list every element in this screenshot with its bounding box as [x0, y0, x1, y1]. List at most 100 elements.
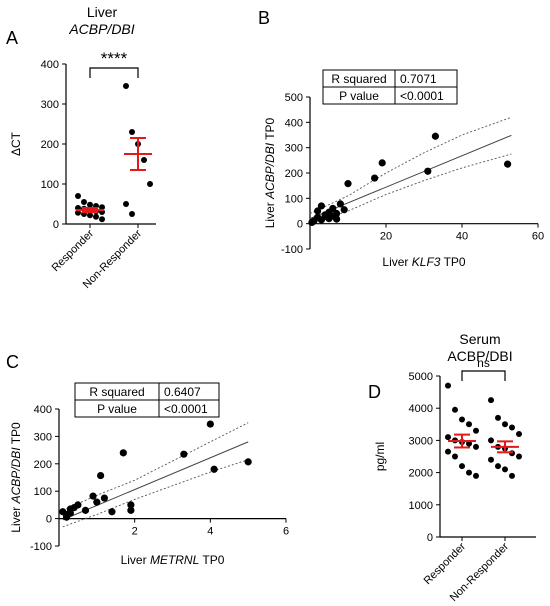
- data-point: [97, 471, 105, 480]
- y-tick-label: 5000: [409, 371, 433, 383]
- stats-value: <0.0001: [164, 402, 208, 416]
- x-tick-label: 2: [132, 526, 138, 538]
- data-point: [495, 463, 501, 470]
- y-tick-label: 4000: [409, 403, 433, 415]
- data-point: [445, 382, 451, 389]
- data-point: [371, 174, 379, 182]
- x-axis-label: Liver METRNL TP0: [121, 553, 225, 567]
- data-point: [502, 421, 508, 428]
- data-point: [93, 213, 99, 220]
- y-tick-label: 1000: [409, 500, 433, 512]
- y-tick-label: -100: [30, 541, 52, 553]
- data-point: [75, 209, 81, 216]
- panel-label-c: C: [6, 352, 19, 372]
- panel-label-a: A: [6, 28, 18, 48]
- data-point: [100, 494, 108, 502]
- data-point: [206, 420, 214, 428]
- ci-lower-line: [309, 153, 512, 225]
- data-point: [87, 201, 93, 208]
- data-point: [123, 83, 129, 89]
- data-point: [445, 434, 451, 441]
- y-tick-label: 400: [34, 404, 52, 416]
- data-point: [466, 469, 472, 476]
- panel-b: -100 0 100 200 300 400 500 20 40 60 Liver KLF3 TP0…: [263, 69, 544, 269]
- chart-title: Serum: [459, 331, 500, 347]
- y-tick-label: -100: [281, 244, 303, 256]
- data-point: [459, 463, 465, 470]
- data-point: [424, 167, 432, 175]
- y-axis-label: Liver ACBP/DBI TP0: [9, 422, 23, 533]
- data-point: [466, 421, 472, 428]
- data-point: [340, 206, 348, 214]
- data-point: [344, 180, 352, 188]
- data-point: [210, 465, 218, 473]
- y-tick-label: 200: [41, 139, 59, 151]
- data-point: [317, 202, 325, 210]
- data-point: [93, 498, 101, 506]
- data-point: [108, 508, 116, 516]
- y-tick-label: 0: [297, 219, 303, 231]
- stats-cell-value: [158, 399, 220, 418]
- data-point: [378, 159, 386, 167]
- data-point: [333, 215, 341, 223]
- data-point: [99, 216, 105, 223]
- data-point: [123, 201, 129, 207]
- data-point: [473, 427, 479, 434]
- data-point: [516, 453, 522, 460]
- data-point: [308, 218, 316, 226]
- data-point: [516, 430, 522, 437]
- data-point: [488, 397, 494, 404]
- data-point: [459, 416, 465, 423]
- stats-label: R squared: [331, 72, 386, 86]
- x-tick-label: 20: [380, 231, 392, 243]
- y-tick-label: 100: [34, 486, 52, 498]
- stats-value: 0.7071: [400, 72, 437, 86]
- y-tick-label: 2000: [409, 468, 433, 480]
- data-point: [180, 450, 188, 458]
- data-point: [509, 472, 515, 479]
- significance-label: ****: [101, 49, 128, 68]
- stats-value: <0.0001: [400, 89, 444, 103]
- data-point: [129, 211, 135, 217]
- panel-c: -100 0 100 200 300 400 2 4 6 Liver METRNL TP0 Live…: [9, 382, 289, 567]
- stats-label: P value: [97, 402, 137, 416]
- data-point: [127, 501, 135, 509]
- x-tick-label: Responder: [50, 227, 97, 274]
- y-axis-label: pg/ml: [373, 442, 387, 471]
- y-tick-label: 500: [285, 92, 303, 104]
- panel-label-d: D: [368, 382, 381, 402]
- y-tick-label: 200: [285, 168, 303, 180]
- y-tick-label: 300: [34, 431, 52, 443]
- data-point: [466, 440, 472, 447]
- regression-line: [62, 441, 249, 521]
- y-tick-label: 3000: [409, 435, 433, 447]
- data-point: [59, 508, 67, 516]
- data-point: [488, 437, 494, 444]
- y-tick-label: 200: [34, 459, 52, 471]
- data-point: [147, 181, 153, 187]
- data-point: [141, 157, 147, 163]
- data-point: [75, 193, 81, 199]
- data-point: [87, 212, 93, 219]
- x-axis-label: Liver KLF3 TP0: [382, 255, 465, 269]
- data-point: [329, 204, 337, 213]
- data-point: [81, 506, 90, 514]
- y-tick-label: 400: [285, 117, 303, 129]
- stats-value: 0.6407: [164, 385, 201, 399]
- y-tick-label: 100: [41, 179, 59, 191]
- data-point: [129, 129, 135, 135]
- panel-label-b: B: [258, 8, 270, 28]
- y-tick-label: 300: [285, 143, 303, 155]
- data-point: [314, 207, 322, 215]
- data-point: [431, 132, 439, 140]
- x-tick-label: 40: [456, 231, 468, 243]
- y-tick-label: 0: [53, 219, 59, 231]
- data-point: [321, 212, 329, 221]
- x-tick-label: 6: [283, 526, 289, 538]
- data-point: [81, 199, 87, 205]
- y-tick-label: 300: [41, 99, 59, 111]
- data-point: [336, 200, 344, 208]
- data-point: [473, 443, 479, 450]
